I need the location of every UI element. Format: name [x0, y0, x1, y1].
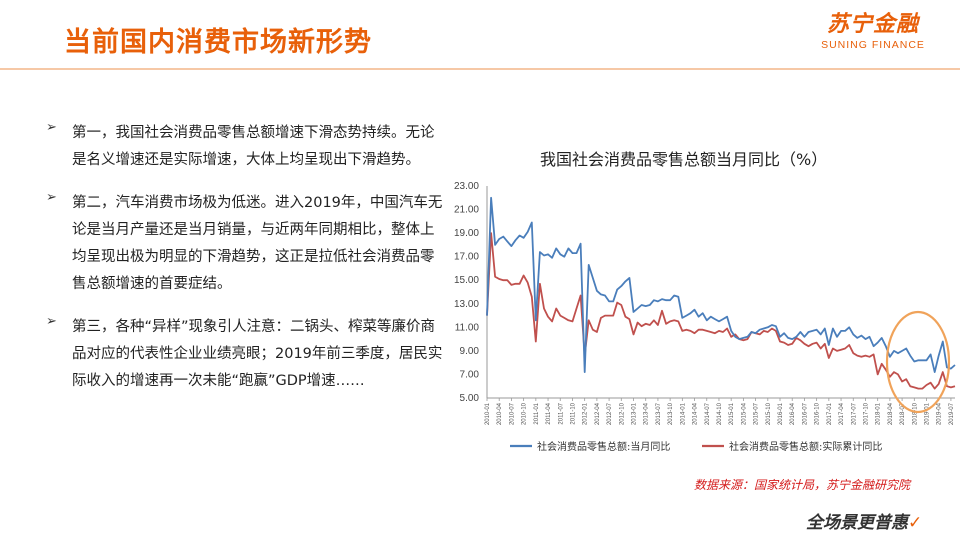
chart-title: 我国社会消费品零售总额当月同比（%）	[540, 150, 828, 169]
y-tick-label: 7.00	[460, 369, 480, 380]
x-tick-label: 2014-01	[680, 402, 686, 425]
x-tick-label: 2014-04	[693, 402, 699, 425]
page-title: 当前国内消费市场新形势	[64, 27, 372, 58]
bullet-item: ➢ 第二，汽车消费市场极为低迷。进入2019年，中国汽车无论是当月产量还是当月销…	[46, 190, 446, 298]
header-divider	[0, 68, 960, 70]
x-tick-label: 2017-04	[839, 402, 845, 425]
x-tick-label: 2011-10	[570, 402, 576, 424]
y-tick-label: 9.00	[460, 346, 480, 357]
x-tick-label: 2018-07	[900, 402, 906, 425]
x-tick-label: 2015-07	[754, 402, 760, 425]
x-tick-label: 2016-10	[815, 402, 821, 425]
bullet-item: ➢ 第三，各种“异样”现象引人注意：二锅头、榨菜等廉价商品对应的代表性企业业绩亮…	[46, 314, 446, 395]
slogan-text: 全场景更普惠	[806, 513, 908, 533]
y-tick-label: 21.00	[454, 205, 479, 216]
slide-header: 当前国内消费市场新形势 苏宁金融 SUNING FINANCE	[0, 0, 960, 70]
x-tick-label: 2015-10	[766, 402, 772, 425]
arrow-bullet-icon: ➢	[46, 120, 57, 135]
bullet-item: ➢ 第一，我国社会消费品零售总额增速下滑态势持续。无论是名义增速还是实际增速，大…	[46, 120, 446, 174]
x-tick-label: 2015-04	[741, 402, 747, 425]
legend-label: 社会消费品零售总额:实际累计同比	[729, 440, 882, 453]
bullet-list: ➢ 第一，我国社会消费品零售总额增速下滑态势持续。无论是名义增速还是实际增速，大…	[46, 120, 446, 411]
x-tick-label: 2016-04	[790, 402, 796, 425]
x-tick-label: 2017-01	[827, 402, 833, 425]
x-tick-label: 2013-04	[644, 402, 650, 425]
x-tick-label: 2019-04	[937, 402, 943, 425]
x-tick-label: 2017-07	[851, 402, 857, 425]
x-tick-label: 2019-01	[925, 402, 931, 425]
x-tick-label: 2010-10	[522, 402, 528, 425]
x-tick-label: 2012-01	[583, 402, 589, 425]
logo-english-text: SUNING FINANCE	[821, 39, 925, 51]
x-tick-label: 2011-04	[546, 402, 552, 424]
suning-finance-logo: 苏宁金融 SUNING FINANCE	[808, 12, 938, 62]
x-tick-label: 2010-07	[509, 402, 515, 425]
y-tick-label: 19.00	[454, 228, 479, 239]
logo-chinese-text: 苏宁金融	[826, 12, 919, 37]
x-tick-label: 2013-10	[668, 402, 674, 425]
y-tick-label: 5.00	[460, 393, 480, 404]
x-tick-label: 2012-10	[619, 402, 625, 425]
y-tick-label: 11.00	[455, 322, 480, 333]
retail-sales-line-chart: 23.00 21.00 19.00 17.00 15.00 13.00 11.00 9.00 7…	[454, 181, 956, 453]
x-tick-label: 2015-01	[729, 402, 735, 425]
bullet-text: 第三，各种“异样”现象引人注意：二锅头、榨菜等廉价商品对应的代表性企业业绩亮眼；…	[72, 319, 443, 389]
highlight-circle	[885, 310, 951, 414]
series-line-real-cumulative-yoy	[486, 232, 956, 390]
x-tick-label: 2016-01	[778, 402, 784, 425]
legend-label: 社会消费品零售总额:当月同比	[537, 440, 670, 453]
x-tick-label: 2014-10	[717, 402, 723, 425]
slogan: 全场景更普惠✓	[806, 508, 922, 533]
x-tick-label: 2018-01	[876, 402, 882, 425]
x-tick-label: 2010-01	[485, 402, 491, 425]
y-tick-label: 17.00	[454, 252, 479, 263]
x-tick-label: 2012-04	[595, 402, 601, 425]
bullet-text: 第二，汽车消费市场极为低迷。进入2019年，中国汽车无论是当月产量还是当月销量，…	[72, 195, 443, 292]
x-tick-label: 2011-07	[558, 402, 564, 424]
y-tick-label: 15.00	[454, 275, 479, 286]
x-tick-label: 2018-04	[888, 402, 894, 425]
x-tick-label: 2019-07	[949, 402, 955, 425]
y-tick-label: 13.00	[454, 299, 479, 310]
x-tick-label: 2010-04	[497, 402, 503, 425]
x-tick-label: 2011-01	[534, 402, 540, 424]
arrow-bullet-icon: ➢	[46, 314, 57, 329]
x-tick-label: 2016-07	[802, 402, 808, 425]
x-tick-label: 2013-07	[656, 402, 662, 425]
bullet-text: 第一，我国社会消费品零售总额增速下滑态势持续。无论是名义增速还是实际增速，大体上…	[72, 125, 435, 168]
arrow-bullet-icon: ➢	[46, 190, 57, 205]
x-tick-label: 2012-07	[607, 402, 613, 425]
check-mark-icon: ✓	[908, 513, 923, 533]
data-source-note: 数据来源：国家统计局，苏宁金融研究院	[694, 478, 911, 492]
x-tick-label: 2018-10	[912, 402, 918, 425]
y-tick-label: 23.00	[454, 181, 479, 192]
x-tick-label: 2017-10	[863, 402, 869, 425]
x-tick-label: 2014-07	[705, 402, 711, 425]
series-line-monthly-yoy	[486, 196, 956, 374]
x-tick-label: 2013-01	[632, 402, 638, 425]
